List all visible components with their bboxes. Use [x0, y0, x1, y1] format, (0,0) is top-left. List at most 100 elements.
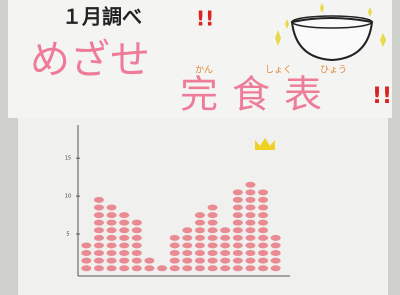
dot [258, 265, 268, 271]
subtitle-mark: !! [372, 84, 392, 109]
dot [271, 242, 281, 248]
dot [157, 265, 167, 271]
dot [271, 235, 281, 241]
dot [245, 189, 255, 195]
dot [233, 258, 243, 264]
dot [245, 205, 255, 211]
dot [119, 258, 129, 264]
dot [81, 242, 91, 248]
dot [208, 235, 218, 241]
dot [132, 227, 142, 233]
dot [258, 212, 268, 218]
dot [195, 250, 205, 256]
slogan: めざせ [30, 37, 150, 83]
dot [233, 220, 243, 226]
dot [233, 197, 243, 203]
dot [132, 242, 142, 248]
dot [195, 242, 205, 248]
dot [195, 227, 205, 233]
dot [233, 242, 243, 248]
dot [258, 189, 268, 195]
dot [258, 205, 268, 211]
dot [119, 235, 129, 241]
dot [245, 242, 255, 248]
dot [81, 265, 91, 271]
dot [182, 235, 192, 241]
dot [182, 250, 192, 256]
subtitle: 完食表 [180, 73, 336, 117]
dot [170, 258, 180, 264]
dot [258, 227, 268, 233]
dot [208, 220, 218, 226]
dot [233, 189, 243, 195]
dot [233, 235, 243, 241]
dot-column [233, 189, 243, 271]
dot [271, 250, 281, 256]
dot [182, 227, 192, 233]
dot [107, 250, 117, 256]
page: １月調べ !! めざせ かん しょく ひょう 完食表 !! 51015 (() … [0, 0, 400, 295]
dot [220, 250, 230, 256]
dot [220, 242, 230, 248]
dot-column [157, 265, 167, 271]
dot [119, 212, 129, 218]
dot [170, 242, 180, 248]
dot [132, 250, 142, 256]
dot [107, 242, 117, 248]
dot [94, 250, 104, 256]
dot [170, 265, 180, 271]
dot [182, 242, 192, 248]
dot [81, 258, 91, 264]
dot [208, 265, 218, 271]
dot [107, 227, 117, 233]
dot [245, 220, 255, 226]
dot-column [208, 205, 218, 272]
dot [94, 265, 104, 271]
dot [233, 250, 243, 256]
title: １月調べ [62, 5, 142, 29]
dot [208, 242, 218, 248]
dot [107, 258, 117, 264]
dot [94, 235, 104, 241]
dot [245, 258, 255, 264]
dot [132, 235, 142, 241]
dot [258, 258, 268, 264]
dot [195, 212, 205, 218]
dot [132, 258, 142, 264]
dot [258, 235, 268, 241]
dot [233, 212, 243, 218]
dot [182, 265, 192, 271]
dot [195, 235, 205, 241]
dot [195, 220, 205, 226]
dot [94, 220, 104, 226]
dot [94, 242, 104, 248]
dot [208, 227, 218, 233]
dot [195, 258, 205, 264]
dot [94, 205, 104, 211]
dot [107, 205, 117, 211]
dot [245, 250, 255, 256]
dot [245, 265, 255, 271]
dot [220, 227, 230, 233]
dot [94, 212, 104, 218]
dot [94, 258, 104, 264]
dot [170, 250, 180, 256]
dot [245, 182, 255, 188]
dot [245, 212, 255, 218]
dot [94, 227, 104, 233]
dot [271, 265, 281, 271]
dot [107, 220, 117, 226]
dot [208, 258, 218, 264]
y-tick-label: 10 [65, 194, 71, 200]
dot-column [258, 189, 268, 271]
dot [195, 265, 205, 271]
dot [94, 197, 104, 203]
dot [119, 265, 129, 271]
dot [182, 258, 192, 264]
dot [81, 250, 91, 256]
y-tick-label: 5 [66, 232, 69, 238]
dot [119, 242, 129, 248]
dot [258, 220, 268, 226]
dot [208, 250, 218, 256]
dot [107, 265, 117, 271]
